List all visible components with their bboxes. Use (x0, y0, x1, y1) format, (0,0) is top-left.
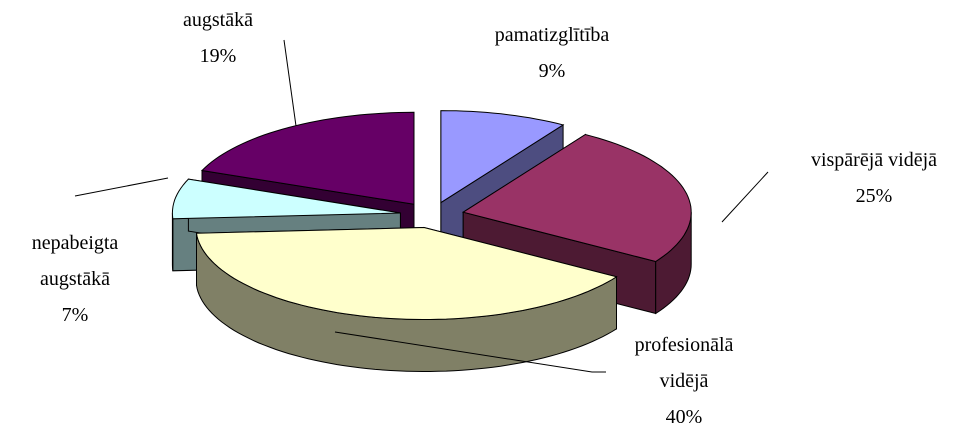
leader-line (283, 39, 297, 127)
slice-label: augstākā 19% (138, 2, 298, 74)
slice (440, 110, 565, 204)
value-label: 19% (199, 45, 237, 67)
slice (171, 178, 401, 220)
slice-label: profesionālā vidējā 40% (614, 327, 754, 432)
slice (195, 226, 618, 320)
leader-line (74, 177, 169, 197)
value-label: 25% (855, 185, 893, 207)
value-label: 9% (538, 60, 566, 82)
category-label: augstākā (183, 9, 253, 31)
leader-line (334, 331, 606, 373)
category-label: profesionālā vidējā (634, 334, 734, 392)
slice-label: nepabeigta augstākā 7% (10, 225, 140, 333)
category-label: nepabeigta augstākā (31, 232, 119, 290)
slice-label: vispārējā vidējā 25% (754, 142, 977, 214)
category-label: pamatizglītība (494, 24, 610, 46)
value-label: 7% (61, 304, 89, 326)
slice (461, 133, 692, 263)
value-label: 40% (665, 406, 703, 428)
leader-line (721, 171, 769, 223)
slice (200, 111, 415, 205)
category-label: vispārējā vidējā (810, 149, 938, 171)
slice-label: pamatizglītība 9% (442, 17, 662, 89)
